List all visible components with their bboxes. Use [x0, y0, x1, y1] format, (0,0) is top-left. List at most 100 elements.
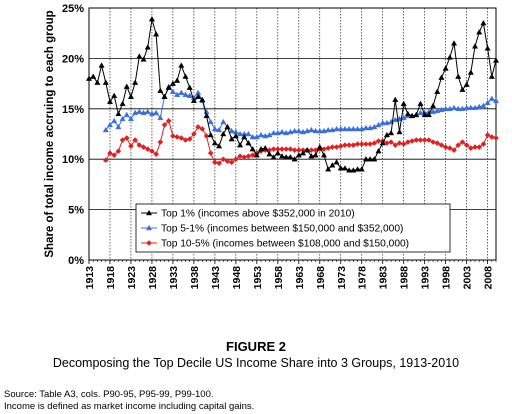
x-tick-label: 1913 [84, 266, 96, 290]
data-point-top-1 [358, 166, 365, 172]
data-point-top-5-1 [153, 109, 160, 116]
data-point-top-10-5 [136, 142, 143, 148]
data-point-top-5-1 [400, 114, 407, 121]
data-point-top-1 [446, 54, 453, 60]
y-tick-label: 15% [62, 104, 84, 116]
data-point-top-1 [346, 167, 353, 173]
data-point-top-5-1 [174, 91, 181, 97]
data-point-top-5-1 [459, 105, 466, 112]
data-point-top-10-5 [224, 158, 231, 165]
data-point-top-1 [476, 29, 483, 35]
data-point-top-1 [392, 96, 399, 102]
data-point-top-5-1 [102, 126, 109, 133]
data-point-top-1 [434, 88, 441, 94]
data-point-top-1 [203, 112, 210, 119]
data-point-top-1 [409, 112, 416, 119]
data-point-top-10-5 [425, 137, 432, 143]
data-point-top-5-1 [438, 106, 445, 113]
data-point-top-5-1 [278, 128, 286, 135]
data-point-top-1 [459, 86, 466, 92]
data-point-top-10-5 [358, 141, 365, 147]
data-point-top-10-5 [442, 144, 449, 150]
x-tick-label: 1958 [273, 266, 285, 290]
data-point-top-5-1 [337, 125, 344, 132]
data-point-top-10-5 [413, 137, 420, 143]
data-point-top-1 [136, 53, 143, 59]
data-point-top-1 [320, 152, 328, 158]
data-point-top-5-1 [316, 127, 323, 134]
data-point-top-1 [400, 100, 407, 106]
data-point-top-1 [304, 147, 311, 153]
data-point-top-10-5 [170, 133, 176, 139]
data-point-top-5-1 [362, 124, 369, 131]
data-point-top-5-1 [207, 118, 214, 125]
data-point-top-5-1 [157, 114, 164, 121]
data-point-top-5-1 [144, 108, 151, 115]
data-point-top-5-1 [106, 121, 114, 128]
data-point-top-5-1 [367, 124, 374, 131]
data-point-top-5-1 [325, 126, 332, 133]
data-point-top-10-5 [165, 118, 172, 124]
data-point-top-1 [253, 152, 260, 158]
legend-marker-top-1 [145, 209, 153, 216]
data-point-top-5-1 [417, 109, 424, 116]
data-point-top-10-5 [484, 132, 491, 138]
x-tick-label: 2008 [483, 266, 495, 290]
data-point-top-1 [430, 102, 437, 109]
data-point-top-1 [241, 133, 248, 140]
data-point-top-5-1 [216, 126, 223, 133]
data-point-top-10-5 [157, 139, 164, 145]
data-point-top-1 [190, 97, 197, 103]
data-point-top-5-1 [237, 130, 244, 137]
data-point-top-5-1 [220, 118, 227, 125]
income-share-chart: 0% 5% 10% 15% 20% 25% 1913 1918 1923 1928 1933 1938… [44, 3, 500, 289]
data-point-top-10-5 [203, 133, 210, 139]
data-point-top-5-1 [341, 125, 348, 132]
data-point-top-1 [367, 156, 374, 162]
data-point-top-10-5 [228, 159, 235, 166]
y-tick-label: 0% [68, 255, 84, 267]
y-tick-label: 25% [62, 3, 84, 15]
data-point-top-1 [371, 156, 378, 162]
x-tick-label: 1968 [315, 266, 327, 290]
data-point-top-5-1 [136, 108, 143, 115]
data-point-top-10-5 [476, 144, 483, 150]
data-point-top-10-5 [211, 159, 218, 166]
data-point-top-5-1 [379, 119, 386, 126]
data-point-top-10-5 [488, 134, 495, 140]
data-point-top-1 [413, 111, 420, 118]
data-point-top-5-1 [115, 123, 122, 130]
x-tick-label: 1993 [420, 266, 432, 290]
data-point-top-10-5 [140, 144, 147, 150]
data-point-top-5-1 [446, 105, 453, 112]
data-point-top-1 [123, 83, 130, 89]
data-point-top-1 [165, 84, 172, 90]
data-point-top-1 [312, 152, 319, 158]
data-point-top-5-1 [257, 131, 265, 138]
data-point-top-10-5 [463, 142, 470, 148]
data-point-top-10-5 [329, 144, 336, 150]
data-point-top-1 [140, 56, 147, 62]
legend-label-top-10-5: Top 10-5% (incomes between $108,000 and … [161, 239, 409, 250]
data-point-top-5-1 [295, 127, 302, 134]
x-tick-label: 1983 [378, 266, 390, 290]
data-point-top-5-1 [270, 129, 277, 136]
x-tick-label: 1973 [336, 266, 348, 290]
data-point-top-1 [182, 73, 189, 79]
x-tick-label: 1943 [210, 266, 222, 290]
data-point-top-5-1 [178, 89, 185, 95]
data-point-top-10-5 [283, 146, 290, 153]
data-point-top-1 [262, 145, 269, 151]
data-point-top-10-5 [409, 138, 415, 144]
data-point-top-1 [98, 62, 105, 68]
data-point-top-5-1 [304, 127, 311, 134]
data-point-top-1 [174, 77, 181, 83]
data-point-top-1 [316, 144, 323, 150]
data-point-top-10-5 [191, 131, 197, 137]
data-point-top-1 [106, 98, 114, 104]
series-group [85, 15, 500, 173]
axis-labels: 0% 5% 10% 15% 20% 25% 1913 1918 1923 1928 1933 1938… [62, 3, 495, 289]
plot-area-frame [88, 7, 497, 261]
x-tick-label: 1998 [441, 266, 453, 290]
data-point-top-10-5 [367, 141, 374, 147]
